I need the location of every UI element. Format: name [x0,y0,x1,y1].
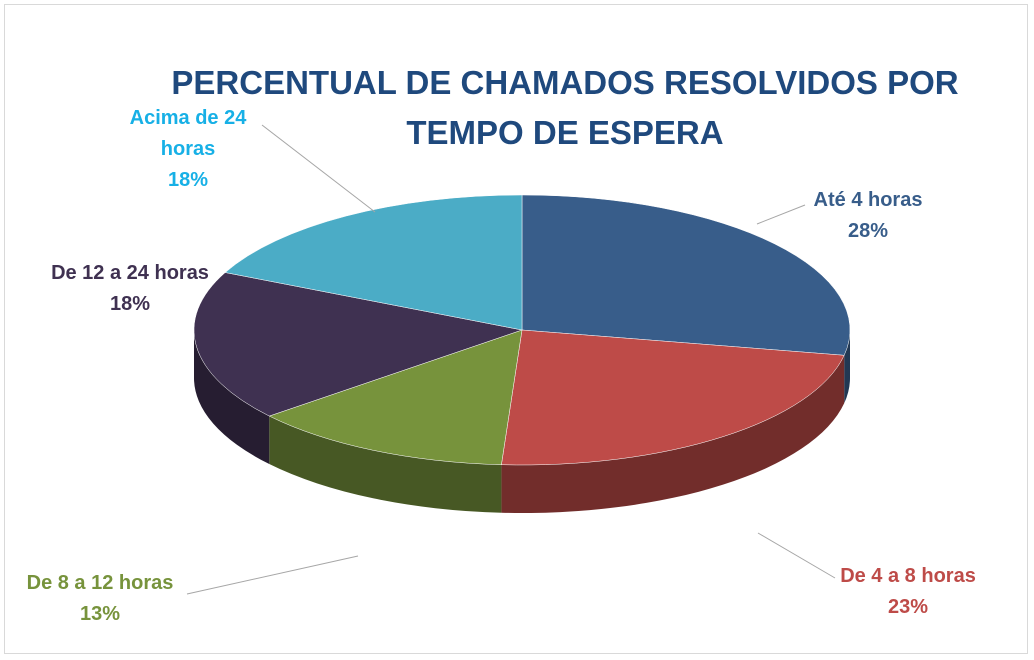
slice-side [194,330,270,465]
label-name: De 8 a 12 horas [26,572,174,594]
slice-side [844,330,850,404]
data-label: Até 4 horas 28% [768,185,968,247]
slice [268,329,523,465]
chart-border [4,4,1028,654]
slice-side [269,416,502,513]
leader-line [186,555,359,595]
label-value: 18% [109,293,151,315]
leader-line [261,124,376,213]
slice [193,272,523,417]
label-name: De 12 a 24 horas [51,262,209,284]
slice [521,194,851,356]
label-value: 18% [167,169,209,191]
slice-side [501,355,845,513]
label-value: 23% [887,596,929,618]
chart-title: PERCENTUAL DE CHAMADOS RESOLVIDOS POR TE… [171,64,959,151]
slice [501,329,845,466]
slice [224,194,523,331]
data-label: De 8 a 12 horas 13% [0,568,200,630]
data-label: Acima de 24 horas 18% [118,103,258,196]
label-name: Até 4 horas [813,189,923,211]
label-value: 13% [79,603,121,625]
data-label: De 4 a 8 horas 23% [798,561,1018,623]
label-value: 28% [847,220,889,242]
label-name: De 4 a 8 horas [840,565,976,587]
leader-line [756,204,806,225]
data-label: De 12 a 24 horas 18% [20,258,240,320]
leader-line [757,532,836,579]
label-name: Acima de 24 horas [129,107,247,160]
